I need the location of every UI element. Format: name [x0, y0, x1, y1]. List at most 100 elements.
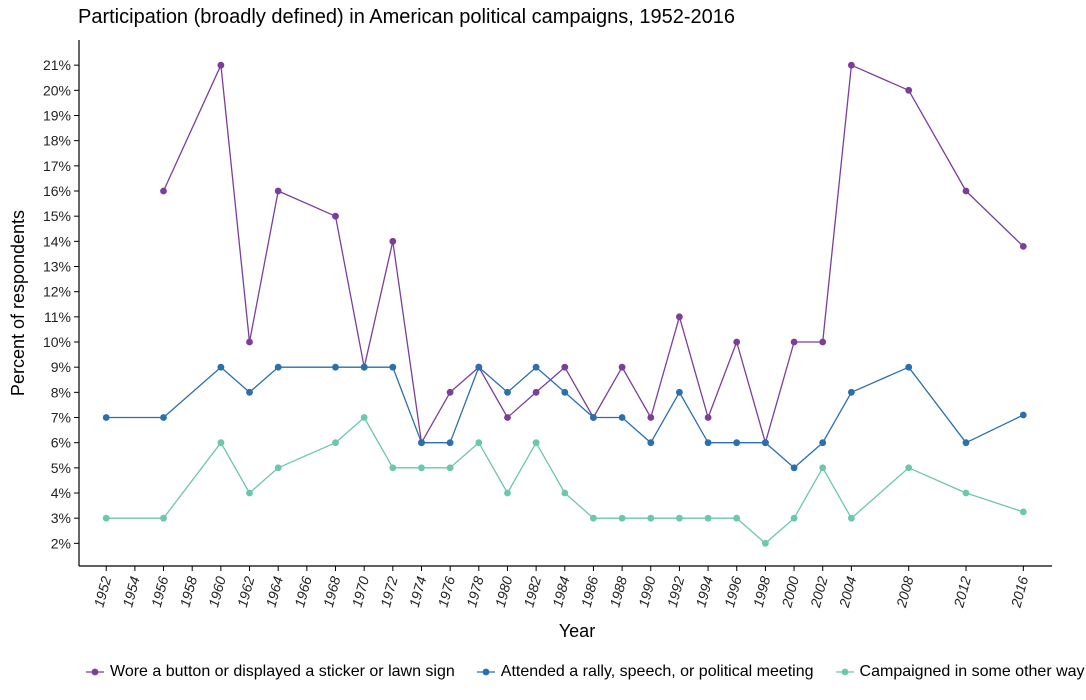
data-point [647, 439, 655, 447]
data-point [446, 439, 454, 447]
legend-item: Campaigned in some other way [834, 662, 1085, 682]
series-layer [102, 61, 1027, 547]
data-point [762, 439, 769, 447]
legend-key-icon [86, 668, 104, 676]
data-point [733, 514, 741, 522]
data-point [274, 187, 282, 195]
series-2 [102, 363, 1027, 472]
x-tick-label: 1988 [606, 574, 630, 608]
y-axis-label: Percent of respondents [8, 210, 28, 396]
data-point [1019, 508, 1027, 516]
data-point [733, 439, 741, 447]
data-point [561, 388, 569, 396]
series-line [106, 416, 1024, 544]
legend-label: Campaigned in some other way [859, 663, 1085, 680]
legend-label: Attended a rally, speech, or political m… [500, 663, 814, 680]
x-tick-label: 1952 [91, 574, 115, 608]
data-point [332, 212, 339, 220]
data-point [102, 414, 110, 421]
data-point [274, 363, 282, 371]
x-tick-label: 2012 [950, 574, 974, 609]
data-point [762, 539, 769, 547]
data-point [332, 363, 339, 371]
x-tick-label: 2004 [836, 574, 860, 609]
x-tick-label: 1954 [119, 574, 143, 608]
data-point [848, 388, 855, 396]
x-tick-label: 1964 [263, 574, 287, 608]
data-point [590, 414, 597, 421]
data-point [160, 414, 167, 421]
x-axis-label: Year [559, 621, 595, 641]
x-tick-label: 1972 [377, 574, 401, 608]
y-tick-label: 6% [51, 435, 71, 451]
data-point [676, 514, 683, 522]
x-tick-label: 2000 [778, 574, 802, 609]
data-point [848, 61, 855, 69]
data-point [504, 489, 511, 497]
y-tick-label: 7% [51, 410, 71, 426]
data-point [446, 388, 454, 396]
y-tick-label: 13% [43, 259, 71, 275]
data-point [102, 514, 110, 522]
data-point [532, 388, 540, 396]
data-point [504, 388, 511, 396]
data-point [962, 439, 970, 447]
data-point [704, 514, 712, 522]
y-tick-label: 18% [43, 133, 71, 149]
series-1 [160, 61, 1027, 447]
data-point [389, 237, 397, 245]
data-point [1019, 411, 1027, 419]
data-point [246, 388, 253, 396]
data-point [819, 338, 827, 346]
data-point [360, 363, 368, 371]
data-point [160, 187, 167, 195]
x-tick-label: 1966 [291, 574, 315, 608]
x-tick-label: 2016 [1007, 574, 1031, 609]
x-tick-label: 1958 [177, 574, 201, 608]
data-point [704, 414, 712, 421]
y-axis-ticks: 2% 3% 4% 5% 6% 7% 8% 9% 10% 11% 12% 13% 14% 15% 16% 17%… [43, 57, 79, 551]
legend: Wore a button or displayed a sticker or … [84, 662, 1085, 682]
series-3 [102, 414, 1027, 547]
data-point [905, 86, 913, 94]
y-tick-label: 2% [51, 535, 71, 551]
x-axis-ticks: 1952 1954 1956 1958 1960 1962 1964 1966 1968 1970… [91, 566, 1031, 610]
x-tick-label: 2002 [807, 574, 831, 609]
data-point [790, 338, 798, 346]
data-point [676, 313, 683, 321]
x-tick-label: 1986 [578, 574, 602, 608]
data-point [848, 514, 855, 522]
y-tick-label: 20% [43, 82, 71, 98]
data-point [905, 464, 913, 472]
data-point [217, 363, 225, 371]
data-point [1019, 243, 1027, 250]
data-point [532, 439, 540, 447]
x-tick-label: 1980 [492, 574, 516, 608]
y-tick-label: 4% [51, 485, 71, 501]
x-tick-label: 1996 [721, 574, 745, 608]
data-point [217, 61, 225, 69]
legend-item: Attended a rally, speech, or political m… [475, 662, 814, 682]
y-tick-label: 15% [43, 208, 71, 224]
x-tick-label: 1998 [750, 574, 774, 608]
chart-title: Participation (broadly defined) in Ameri… [78, 6, 736, 28]
data-point [246, 489, 253, 497]
series-line [106, 366, 1024, 469]
y-tick-label: 11% [44, 309, 71, 325]
legend-item: Wore a button or displayed a sticker or … [84, 662, 455, 682]
y-tick-label: 19% [43, 108, 71, 124]
y-tick-label: 5% [51, 460, 71, 476]
data-point [389, 363, 397, 371]
y-tick-label: 3% [51, 510, 71, 526]
y-tick-label: 8% [51, 384, 71, 400]
y-tick-label: 17% [43, 158, 71, 174]
x-tick-label: 1990 [635, 574, 659, 608]
data-point [360, 414, 368, 421]
data-point [475, 363, 483, 371]
data-point [475, 439, 483, 447]
data-point [274, 464, 282, 472]
data-point [962, 489, 970, 497]
x-tick-label: 1974 [406, 574, 430, 608]
data-point [647, 414, 655, 421]
